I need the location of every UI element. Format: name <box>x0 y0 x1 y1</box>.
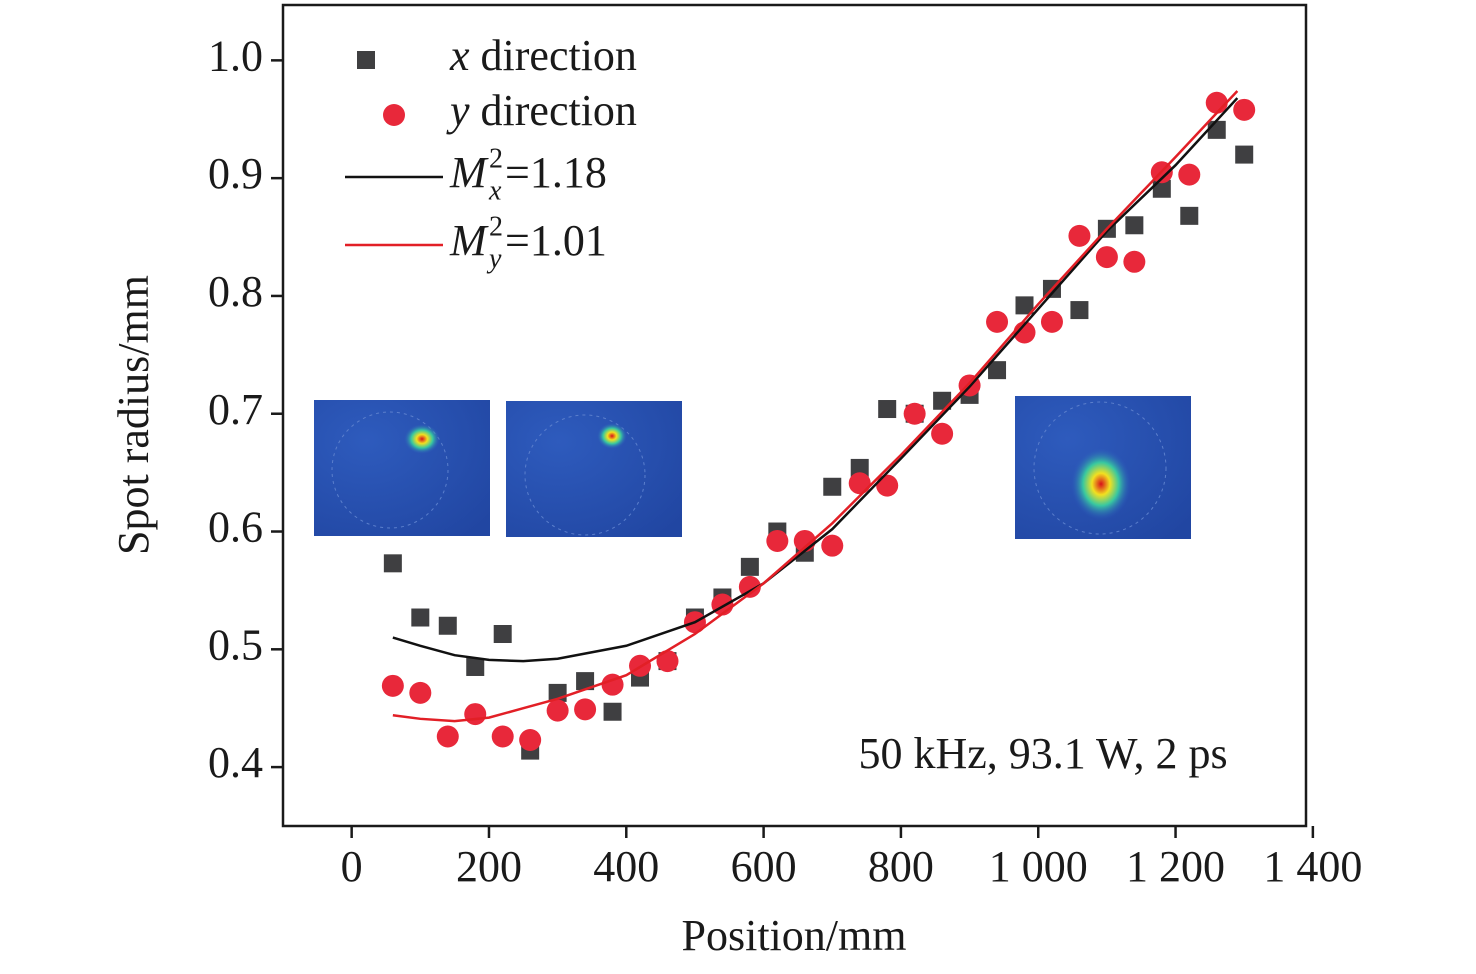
point <box>1125 216 1144 235</box>
beam-spot <box>597 423 627 449</box>
legend-label: x direction <box>449 31 637 80</box>
point <box>986 310 1009 333</box>
legend-label: 2 <box>489 211 503 242</box>
plot-frame <box>281 3 1308 828</box>
point <box>933 391 952 410</box>
x-tick-label: 400 <box>593 842 659 891</box>
point <box>903 402 926 425</box>
x-tick-label: 200 <box>456 842 522 891</box>
y-tick-label: 0.7 <box>208 385 263 434</box>
legend-label: =1.01 <box>505 216 607 265</box>
x-tick-label: 800 <box>868 842 934 891</box>
x-axis-label: Position/mm <box>682 911 907 960</box>
legend-marker <box>383 104 405 126</box>
fit-line <box>392 97 1239 663</box>
beam-ring <box>331 411 449 529</box>
beam-spot <box>404 424 440 454</box>
point <box>491 725 514 748</box>
beam-insets <box>314 396 1191 539</box>
legend-label: y direction <box>446 86 637 135</box>
point <box>1235 145 1254 164</box>
point <box>1015 296 1034 315</box>
beam-ring <box>524 414 646 536</box>
point <box>464 703 487 726</box>
point <box>1180 206 1199 225</box>
point <box>1070 301 1089 320</box>
y-tick-label: 0.8 <box>208 267 263 316</box>
x-tick-label: 1 200 <box>1126 842 1225 891</box>
point <box>823 477 842 496</box>
point <box>766 529 789 552</box>
point <box>1123 250 1146 273</box>
point <box>574 698 597 721</box>
annotation: 50 kHz, 93.1 W, 2 ps <box>858 729 1227 778</box>
beam-image <box>506 401 682 537</box>
y-axis-label: Spot radius/mm <box>109 275 158 555</box>
point <box>438 616 457 635</box>
legend-label: M <box>449 216 489 265</box>
point <box>1095 246 1118 269</box>
point <box>1233 98 1256 121</box>
legend-label: 2 <box>489 143 503 174</box>
point <box>740 557 759 576</box>
y-tick-label: 1.0 <box>208 31 263 80</box>
point <box>436 725 459 748</box>
point <box>1040 310 1063 333</box>
x-tick-label: 1 000 <box>989 842 1088 891</box>
point <box>383 554 402 573</box>
legend-label: M <box>449 148 489 197</box>
point <box>381 674 404 697</box>
beam-spot <box>1071 448 1131 520</box>
point <box>466 657 485 676</box>
beam-ring <box>1033 401 1167 535</box>
point <box>850 458 869 477</box>
fit-line <box>392 90 1239 723</box>
x-tick-label: 0 <box>341 842 363 891</box>
point <box>878 400 897 419</box>
y-tick-label: 0.9 <box>208 149 263 198</box>
y-tick-label: 0.6 <box>208 503 263 552</box>
point <box>1207 120 1226 139</box>
point <box>603 702 622 721</box>
y-tick-label: 0.5 <box>208 620 263 669</box>
point <box>519 729 542 752</box>
point <box>411 608 430 627</box>
x-tick-label: 600 <box>731 842 797 891</box>
plot-area <box>381 90 1256 760</box>
x-tick-label: 1 400 <box>1263 842 1362 891</box>
point <box>409 681 432 704</box>
point <box>848 472 871 495</box>
legend-label: y <box>486 243 502 274</box>
point <box>821 534 844 557</box>
point <box>931 422 954 445</box>
y-tick-label: 0.4 <box>208 738 263 787</box>
point <box>988 361 1007 380</box>
point <box>1068 224 1091 247</box>
point <box>656 650 679 673</box>
beam-image <box>314 400 490 536</box>
point <box>1178 163 1201 186</box>
legend-label: =1.18 <box>505 148 607 197</box>
point <box>546 699 569 722</box>
legend-label: x <box>488 175 502 206</box>
legend-marker <box>357 51 375 69</box>
point <box>876 474 899 497</box>
point <box>576 672 595 691</box>
point <box>738 575 761 598</box>
point <box>493 625 512 644</box>
